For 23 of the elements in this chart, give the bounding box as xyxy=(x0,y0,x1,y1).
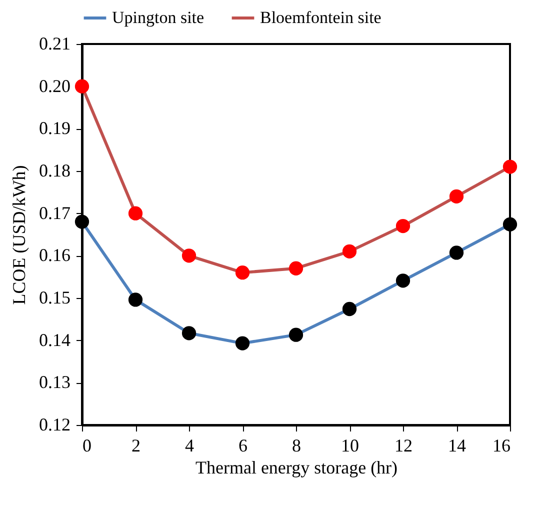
x-tick-label: 10 xyxy=(341,436,359,456)
x-tick-label: 14 xyxy=(448,436,466,456)
x-tick-label: 8 xyxy=(292,436,301,456)
y-tick-label: 0.16 xyxy=(39,245,70,266)
y-axis-title: LCOE (USD/kWh) xyxy=(9,165,29,305)
x-tick-label: 2 xyxy=(132,436,140,456)
x-axis-title: Thermal energy storage (hr) xyxy=(195,458,398,478)
y-tick-label: 0.14 xyxy=(39,330,70,350)
y-tick-label: 0.13 xyxy=(39,372,70,392)
x-tick-label: 12 xyxy=(394,436,412,456)
y-tick-label: 0.19 xyxy=(39,118,70,138)
y-tick-label: 0.20 xyxy=(39,76,70,96)
y-tick-label: 0.17 xyxy=(39,202,70,223)
x-tick-label: 0 xyxy=(82,436,92,456)
y-tick-label: 0.18 xyxy=(39,160,70,180)
x-tick-label: 6 xyxy=(238,436,248,456)
x-tick-label: 4 xyxy=(185,436,194,456)
y-tick-label: 0.15 xyxy=(39,288,70,308)
x-tick-label: 16 xyxy=(492,436,510,456)
legend-label: Bloemfontein site xyxy=(260,8,382,27)
y-tick-label: 0.12 xyxy=(39,414,70,434)
y-tick-label: 0.21 xyxy=(39,34,70,54)
legend-label: Upington site xyxy=(112,8,204,27)
